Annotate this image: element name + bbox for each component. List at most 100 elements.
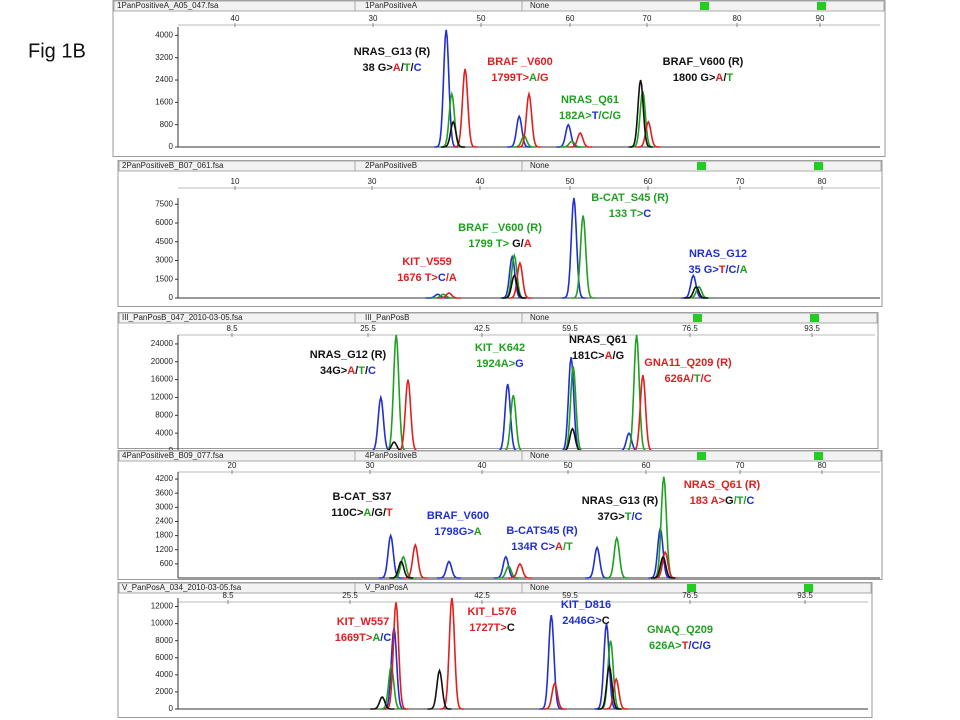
annotation-part: 182A>	[559, 110, 592, 122]
y-tick-label: 6000	[155, 653, 173, 662]
y-tick-label: 2400	[155, 517, 173, 526]
ruler-label: 30	[368, 177, 377, 186]
header-label: None	[530, 583, 550, 592]
annotation-part: 133 T>	[609, 208, 644, 220]
y-tick-label: 16000	[151, 375, 174, 384]
annotation: 1798G>A	[434, 526, 481, 538]
annotation-part: A	[605, 350, 613, 362]
y-tick-label: 800	[160, 120, 174, 129]
annotation: GNAQ_Q209	[647, 624, 713, 636]
ruler-label: 93.5	[797, 591, 813, 600]
y-tick-label: 2400	[155, 75, 173, 84]
panel-frame	[117, 160, 883, 307]
panel-frame	[112, 0, 886, 157]
figure-label: Fig 1B	[28, 40, 86, 62]
annotation: 134R C>A/T	[511, 541, 573, 553]
annotation-part: T	[625, 511, 632, 523]
ruler-label: 30	[366, 461, 375, 470]
annotation-part: 35 G>	[688, 264, 718, 276]
y-tick-label: 12000	[151, 602, 174, 611]
annotation: 182A>T/C/G	[559, 110, 621, 122]
peak	[517, 90, 541, 148]
annotation-part: /G/	[371, 507, 386, 519]
ruler-label: 80	[733, 14, 742, 23]
ruler-label: 59.5	[562, 591, 578, 600]
ruler-label: 76.5	[682, 591, 698, 600]
annotation-part: /	[365, 365, 368, 377]
annotation-part: C	[643, 208, 651, 220]
panel-title: V_PanPosA_034_2010-03-05.fsa	[122, 583, 242, 592]
header-marker	[700, 2, 709, 10]
y-tick-label: 20000	[151, 357, 174, 366]
annotation: 34G>A/T/C	[320, 365, 376, 377]
annotation-part: GNAQ_Q209	[647, 624, 713, 636]
peak	[439, 597, 464, 710]
annotation-part: C	[507, 622, 515, 634]
annotation: 110C>A/G/T	[331, 507, 393, 519]
panel-title: 2PanPositiveB_B07_061.fsa	[122, 161, 224, 170]
header-label: V_PanPosA	[365, 583, 409, 592]
annotation: GNA11_Q209 (R)	[644, 357, 732, 369]
annotation-part: 183 A>	[690, 495, 725, 507]
peak	[507, 260, 532, 299]
annotation-part: A	[393, 62, 401, 74]
annotation: 1799 T> G/A	[468, 238, 531, 250]
annotation-part: /A	[446, 272, 457, 284]
annotation: KIT_K642	[475, 342, 525, 354]
annotation-part: T	[592, 110, 599, 122]
peak	[502, 273, 527, 299]
annotation: BRAF _V600 (R)	[458, 222, 542, 234]
ruler-label: 80	[818, 177, 827, 186]
ruler-label: 25.5	[342, 591, 358, 600]
annotation: BRAF_V600	[427, 510, 489, 522]
annotation: NRAS_Q61 (R)	[684, 479, 761, 491]
header-label: None	[530, 451, 550, 460]
annotation: 1800 G>A/T	[673, 72, 734, 84]
peak	[437, 560, 461, 579]
ruler-label: 70	[736, 177, 745, 186]
y-tick-label: 1600	[155, 97, 173, 106]
peak	[651, 555, 676, 579]
y-tick-label: 0	[169, 293, 174, 302]
annotation-part: /C/G	[688, 640, 711, 652]
annotation-part: KIT_L576	[468, 606, 517, 618]
peak	[604, 535, 629, 579]
header-label: 2PanPositiveB	[365, 161, 417, 170]
peak	[437, 292, 461, 299]
annotation-part: 1676 T>	[397, 272, 438, 284]
annotation: KIT_V559	[402, 256, 452, 268]
y-tick-label: 12000	[151, 393, 174, 402]
header-label: 4PanPositiveB	[365, 451, 417, 460]
annotation-part: C	[746, 495, 754, 507]
ruler-label: 25.5	[360, 324, 376, 333]
annotation-part: T	[726, 72, 733, 84]
y-tick-label: 3000	[155, 256, 173, 265]
annotation-part: A	[555, 541, 563, 553]
header-marker	[810, 314, 819, 322]
peak	[597, 663, 622, 710]
annotation-part: 37G>	[598, 511, 625, 523]
annotation-part: A	[372, 632, 380, 644]
annotation-part: G	[725, 495, 734, 507]
annotation-part: 626A>	[649, 640, 682, 652]
peak	[379, 663, 404, 710]
peak	[370, 695, 395, 710]
peak	[561, 197, 586, 299]
annotation-part: C	[438, 272, 446, 284]
annotation-part: /C/G	[598, 110, 621, 122]
y-tick-label: 3600	[155, 488, 173, 497]
annotation-part: /	[401, 62, 404, 74]
header-marker	[814, 162, 823, 170]
annotation-part: /C	[701, 373, 712, 385]
ruler-label: 70	[643, 14, 652, 23]
annotation-part: G/	[512, 238, 524, 250]
annotation-part: G	[515, 358, 524, 370]
annotation-part: BRAF_V600	[427, 510, 489, 522]
header-marker	[817, 2, 826, 10]
annotation-part: /C	[380, 632, 391, 644]
ruler-label: 8.5	[222, 591, 234, 600]
panel-header	[113, 0, 885, 12]
annotation: 183 A>G/T/C	[690, 495, 755, 507]
annotation: 1669T>A/C	[335, 632, 392, 644]
header-marker	[693, 314, 702, 322]
